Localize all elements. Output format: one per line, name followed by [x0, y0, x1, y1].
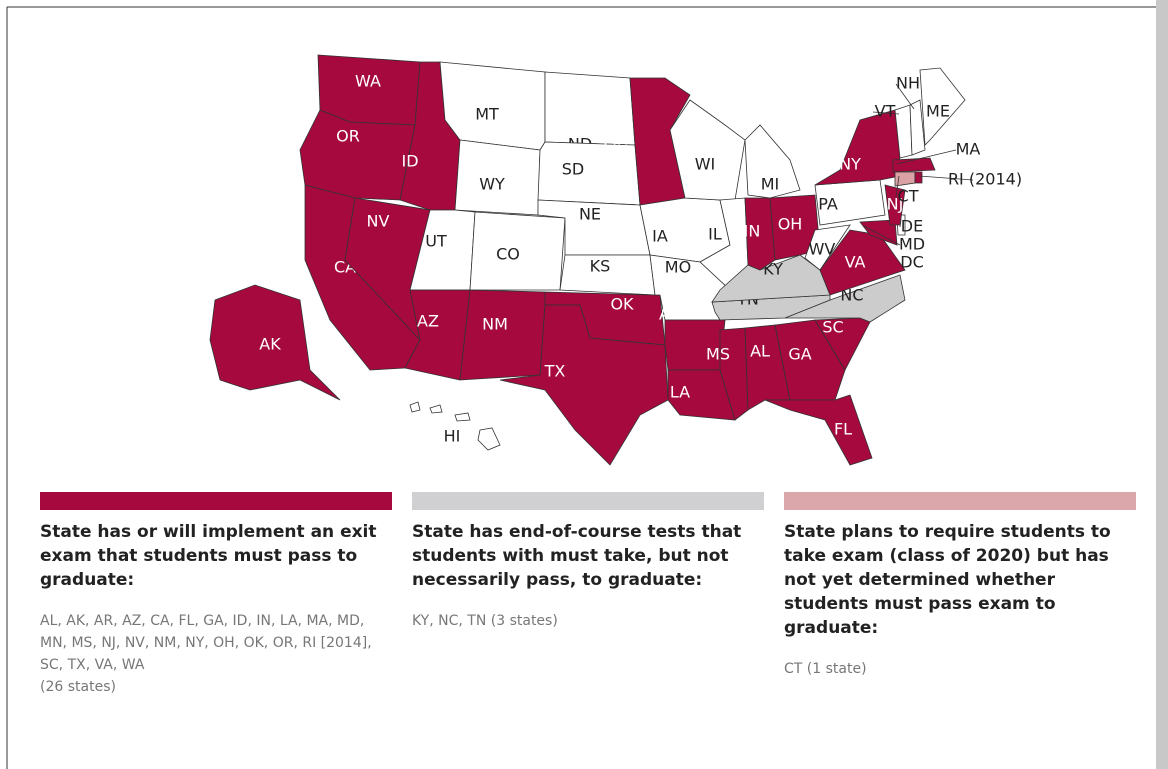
state-label: MT — [475, 105, 499, 124]
state-label: ID — [401, 152, 418, 171]
state-label: KS — [590, 257, 611, 276]
state — [459, 289, 546, 381]
state — [744, 197, 776, 271]
legend-column: State has end-of-course tests that stude… — [412, 492, 764, 632]
legend-states: AL, AK, AR, AZ, CA, FL, GA, ID, IN, LA, … — [40, 613, 372, 673]
legend-heading: State has or will implement an exit exam… — [40, 522, 377, 590]
state — [669, 99, 746, 201]
state-label: IA — [652, 227, 668, 246]
state-label: MA — [956, 140, 981, 159]
state-label: UT — [425, 232, 447, 251]
legend-column: State has or will implement an exit exam… — [40, 492, 392, 698]
state — [814, 109, 906, 186]
state-label: WI — [695, 155, 716, 174]
state-label: MI — [761, 175, 780, 194]
state — [499, 304, 669, 466]
state-label: LA — [670, 383, 690, 402]
leader-line — [896, 149, 957, 165]
state-label: NH — [896, 74, 920, 93]
leader-line — [918, 175, 974, 181]
legend-list: AL, AK, AR, AZ, CA, FL, GA, ID, IN, LA, … — [40, 610, 392, 698]
legend-list: CT (1 state) — [784, 658, 1136, 680]
state-label: OR — [336, 127, 360, 146]
state-label: OH — [778, 215, 803, 234]
state-label: AZ — [417, 312, 439, 331]
state — [819, 229, 906, 296]
state-label: NV — [367, 212, 390, 231]
legend-count: (3 states) — [490, 613, 558, 629]
state — [404, 289, 471, 381]
leader-line — [895, 175, 900, 198]
state — [884, 184, 906, 226]
legend-count: (1 state) — [806, 661, 867, 677]
state-label: HI — [444, 427, 461, 446]
scrollbar — [1156, 0, 1168, 769]
state — [744, 124, 801, 199]
state — [537, 141, 641, 206]
state-label: OK — [610, 295, 634, 314]
state-label: GA — [788, 345, 811, 364]
state-label: NC — [840, 286, 863, 305]
state-label: VA — [845, 253, 866, 272]
state — [719, 327, 749, 421]
state — [764, 394, 873, 466]
legend-states: CT — [784, 661, 803, 677]
state — [914, 171, 923, 184]
state-label: NE — [579, 205, 601, 224]
leader-line — [863, 225, 901, 246]
legend-heading: State has end-of-course tests that stude… — [412, 522, 742, 590]
legend-column: State plans to require students to take … — [784, 492, 1136, 680]
legend-swatch — [40, 492, 392, 510]
state-label: MS — [706, 345, 730, 364]
state-label: IL — [708, 225, 722, 244]
state-label: AR — [659, 305, 681, 324]
state-label: IN — [744, 222, 761, 241]
state-label: SD — [562, 160, 584, 179]
legend-swatch — [412, 492, 764, 510]
state — [892, 157, 936, 173]
state-label: AK — [259, 335, 281, 354]
state-label: CT — [898, 187, 919, 206]
state-label: WA — [355, 72, 381, 91]
legend-states: KY, NC, TN — [412, 613, 487, 629]
state-label: NM — [482, 315, 508, 334]
state — [919, 67, 966, 146]
state — [804, 224, 851, 271]
state-label: DE — [901, 217, 923, 236]
state — [409, 401, 501, 451]
leader-line — [872, 111, 900, 115]
state-label: DC — [900, 253, 924, 272]
state-label: FL — [834, 420, 852, 439]
state-label: NY — [839, 155, 861, 174]
state-label: CO — [496, 245, 520, 264]
state — [909, 99, 926, 156]
state — [774, 319, 846, 401]
state-label: MN — [603, 130, 629, 149]
leader-line — [895, 83, 915, 110]
state-label: MD — [899, 235, 925, 254]
legend-heading: State plans to require students to take … — [784, 522, 1111, 638]
state-label: ME — [926, 102, 950, 121]
legend-swatch — [784, 492, 1136, 510]
state — [209, 284, 341, 401]
state — [667, 369, 736, 421]
state-label: MO — [665, 258, 691, 277]
state-label: RI (2014) — [948, 170, 1022, 189]
state-label: PA — [818, 195, 838, 214]
state-label: AL — [750, 342, 770, 361]
state-label: SC — [822, 318, 843, 337]
legend-count: (26 states) — [40, 679, 116, 695]
state-label: WY — [479, 175, 505, 194]
state-label: TX — [544, 362, 566, 381]
state — [299, 109, 416, 201]
state-label: NJ — [887, 195, 904, 214]
legend-list: KY, NC, TN (3 states) — [412, 610, 764, 632]
state-label: VT — [875, 102, 896, 121]
state-label: WV — [809, 240, 836, 259]
